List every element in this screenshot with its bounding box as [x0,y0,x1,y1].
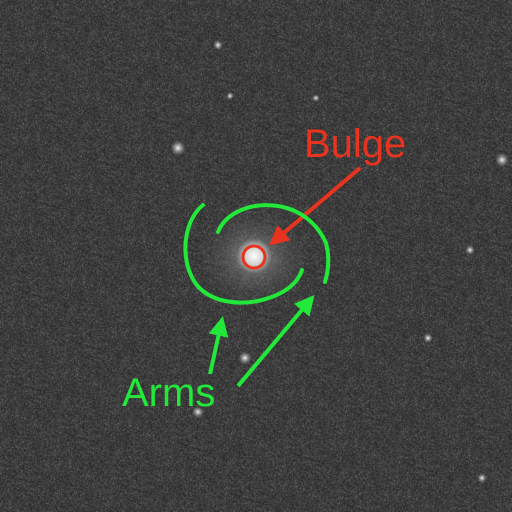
star [477,473,487,483]
star [213,40,223,50]
bulge-arrow [268,166,362,246]
star [226,92,234,100]
star [192,406,204,418]
arms-label: Arms [122,371,215,415]
bulge-marker-circle [241,244,267,270]
star [170,140,186,156]
star [465,245,475,255]
spiral-arm-outline [216,203,331,284]
bulge-label: Bulge [304,122,406,166]
star [312,94,320,102]
star [238,351,252,365]
star [495,153,509,167]
star [423,333,433,343]
spiral-arm-outline [183,203,304,305]
arms-arrow [208,316,229,375]
arms-arrow [236,294,315,388]
field-stars [170,40,509,483]
